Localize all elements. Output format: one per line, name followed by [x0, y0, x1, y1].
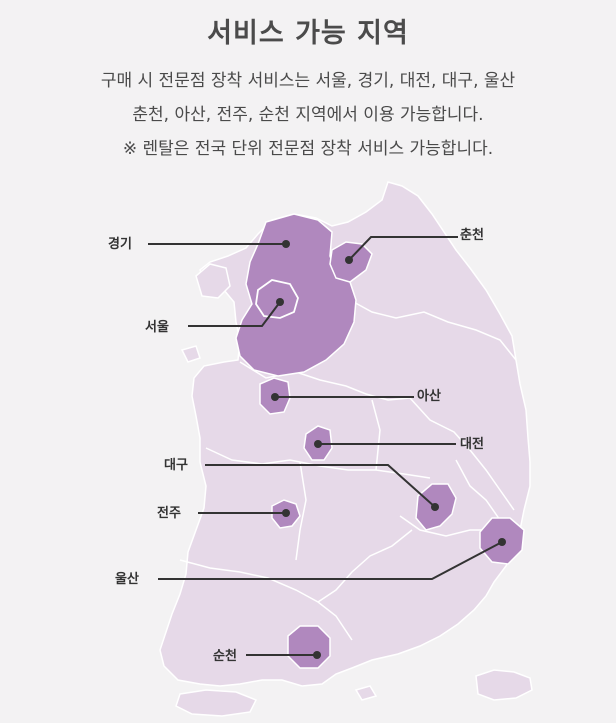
dot-jeonju [282, 509, 290, 517]
leader-lines [148, 236, 503, 656]
description-line-1: 구매 시 전문점 장착 서비스는 서울, 경기, 대전, 대구, 울산 [100, 71, 516, 91]
small-island-1 [180, 345, 201, 363]
leader-line-daegu [205, 464, 436, 508]
label-seoul: 서울 [145, 319, 169, 335]
dot-seoul [276, 298, 284, 306]
label-gyeonggi: 경기 [108, 236, 132, 252]
region-seoul[interactable] [255, 279, 299, 319]
label-chuncheon: 춘천 [460, 228, 484, 243]
dot-suncheon [313, 651, 321, 659]
leader-line-chuncheon [348, 236, 458, 261]
ganghwa-island [195, 263, 231, 299]
label-daejeon: 대전 [460, 436, 484, 452]
dot-daegu [431, 503, 439, 511]
region-suncheon[interactable] [287, 625, 331, 669]
region-dots [271, 240, 506, 659]
description-line-3: ※ 렌탈은 전국 단위 전문점 장착 서비스 가능합니다. [122, 139, 494, 159]
page-title: 서비스 가능 지역 [207, 18, 409, 49]
label-daegu: 대구 [164, 458, 188, 473]
leader-line-ulsan [158, 541, 503, 580]
dot-ulsan [498, 538, 506, 546]
dot-chuncheon [345, 256, 353, 264]
dot-gyeonggi [282, 240, 290, 248]
small-island-2 [354, 685, 378, 701]
geoje-island [475, 669, 533, 701]
jeju-island [175, 689, 258, 717]
label-asan: 아산 [417, 388, 441, 404]
description-line-2: 춘천, 아산, 전주, 순천 지역에서 이용 가능합니다. [132, 105, 484, 125]
label-suncheon: 순천 [213, 649, 237, 664]
leader-line-seoul [188, 301, 281, 327]
label-jeonju: 전주 [157, 505, 181, 521]
dot-daejeon [314, 440, 322, 448]
dot-asan [271, 393, 279, 401]
label-ulsan: 울산 [115, 571, 139, 587]
